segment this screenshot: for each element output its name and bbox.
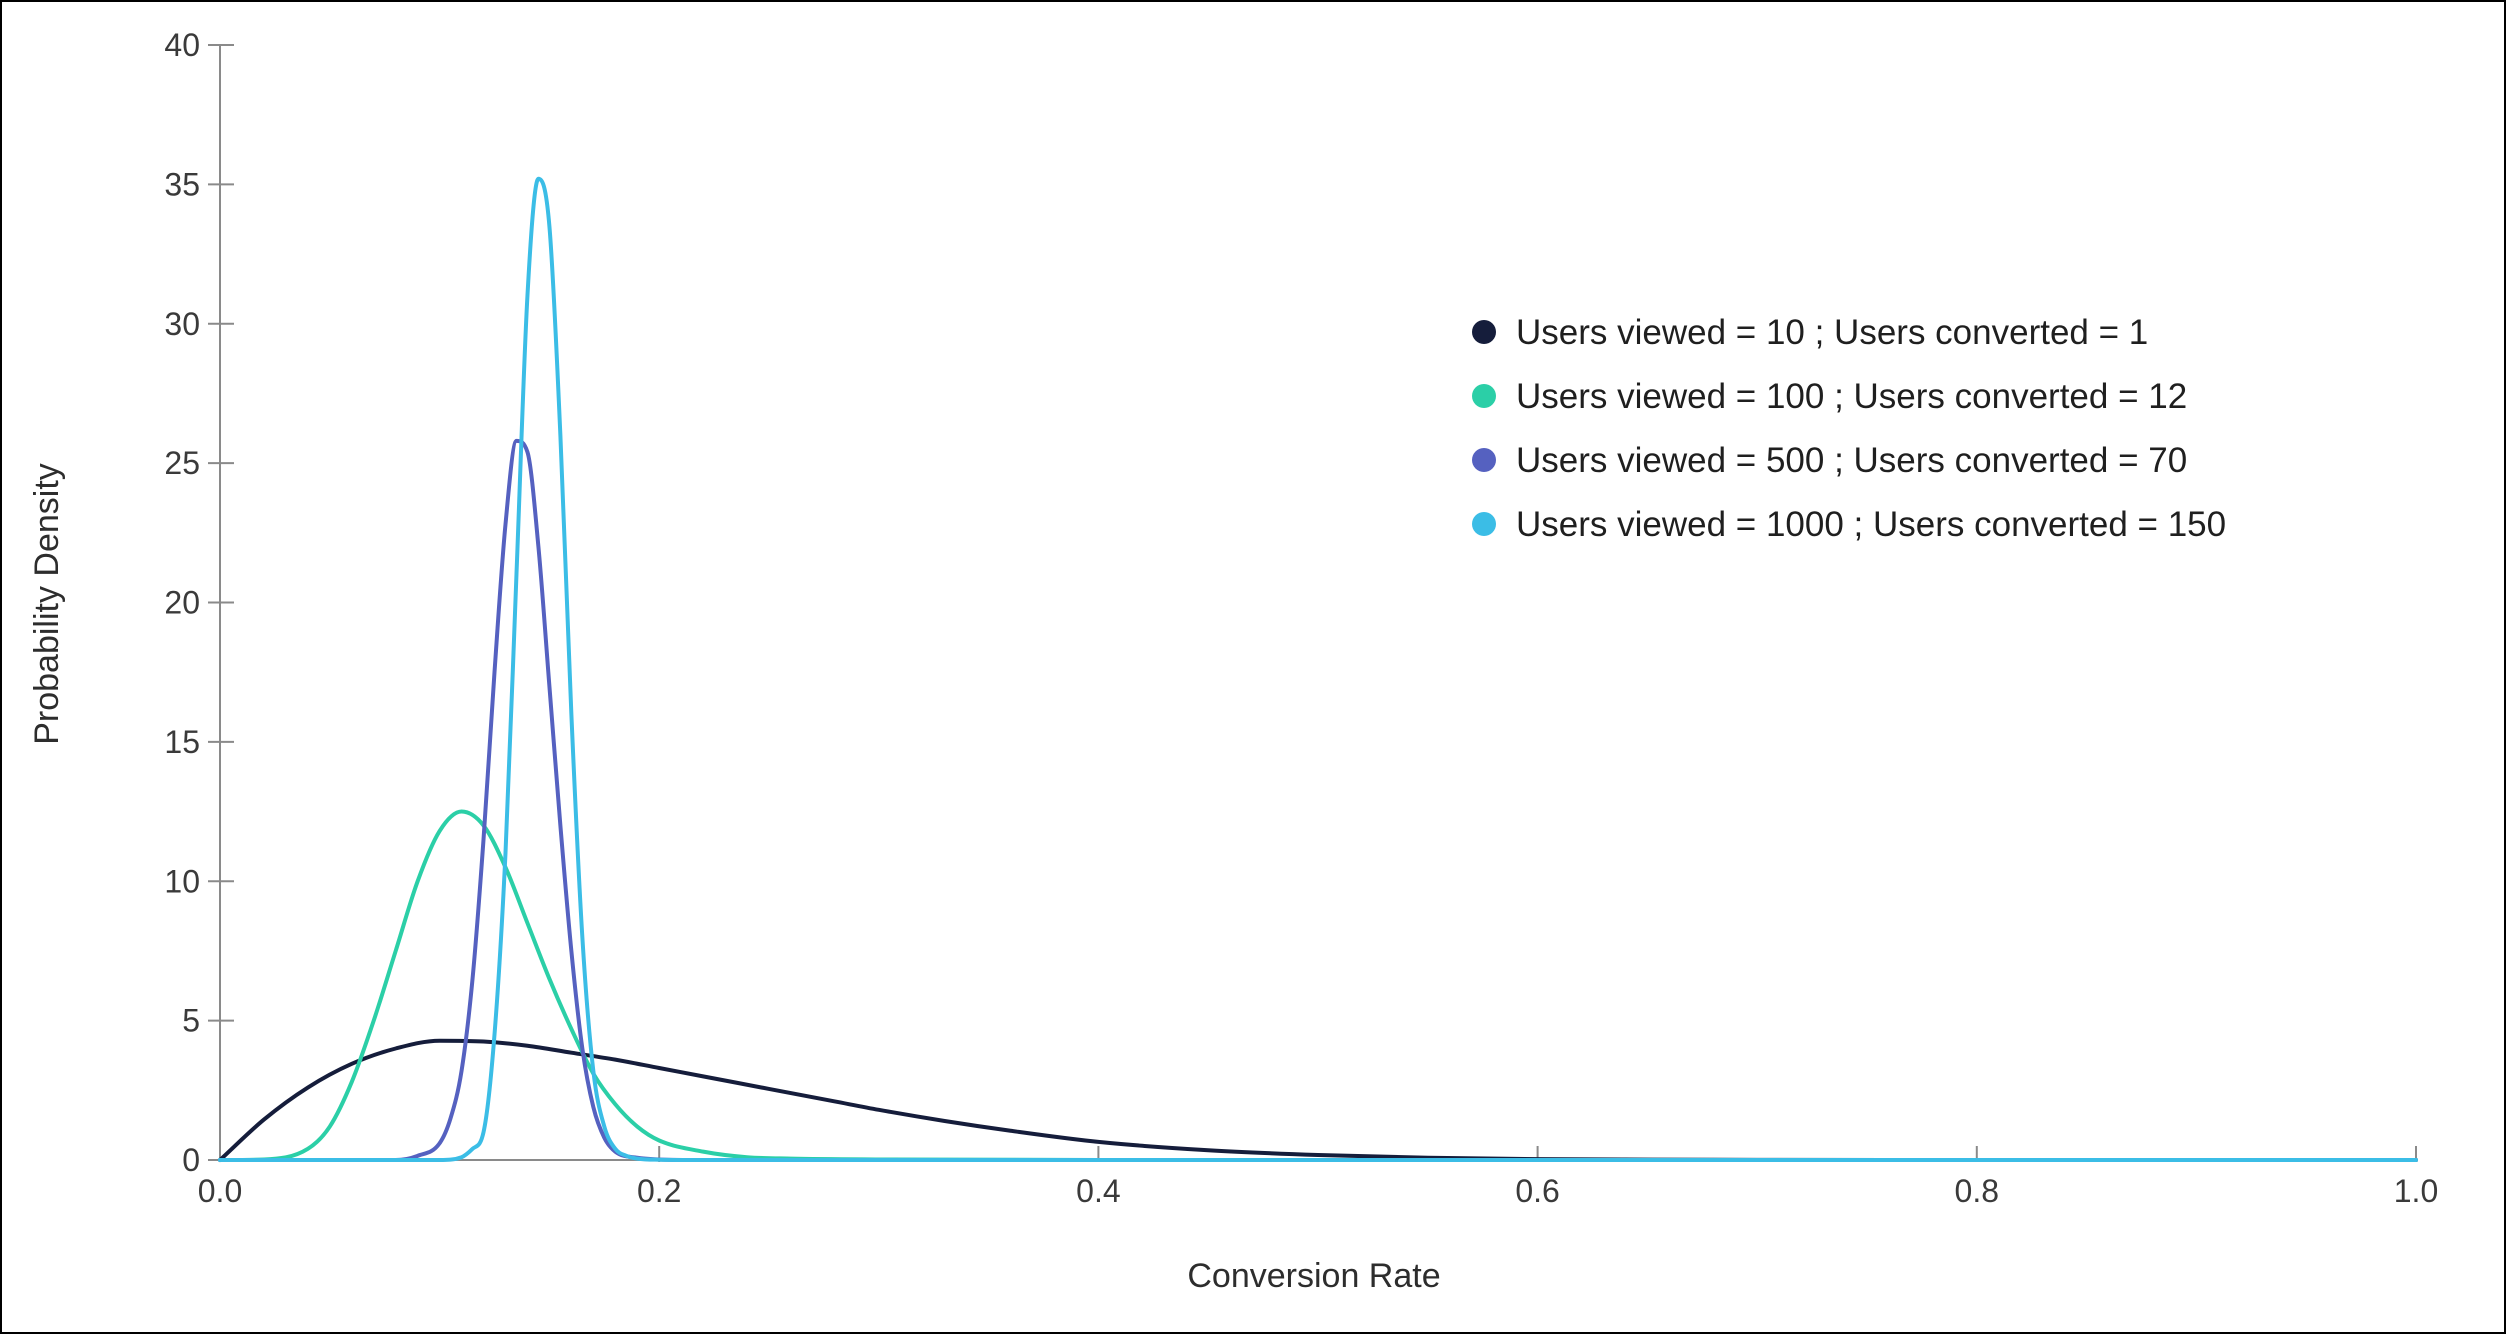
legend-label-3: Users viewed = 500 ; Users converted = 7… bbox=[1516, 441, 2187, 480]
legend-label-4: Users viewed = 1000 ; Users converted = … bbox=[1516, 505, 2226, 544]
x-tick-label: 1.0 bbox=[2394, 1173, 2438, 1209]
legend-marker-2 bbox=[1472, 384, 1496, 408]
legend-marker-3 bbox=[1472, 448, 1496, 472]
y-tick-label: 35 bbox=[164, 166, 200, 202]
series-line-3 bbox=[218, 438, 2418, 1163]
y-tick-label: 40 bbox=[164, 27, 200, 63]
series-line-1 bbox=[218, 1038, 2418, 1163]
axes: 0.0 0.2 0.4 0.6 0.8 1.0 0 5 10 15 20 25 30 35 40 bbox=[164, 27, 2438, 1209]
x-tick-label: 0.2 bbox=[637, 1173, 681, 1209]
x-tick-label: 0.0 bbox=[198, 1173, 242, 1209]
x-tick-label: 0.6 bbox=[1515, 1173, 1559, 1209]
y-tick-label: 30 bbox=[164, 306, 200, 342]
y-tick-label: 25 bbox=[164, 445, 200, 481]
x-axis-title: Conversion Rate bbox=[1187, 1257, 1440, 1295]
legend-marker-1 bbox=[1472, 320, 1496, 344]
series-layer bbox=[218, 176, 2418, 1163]
y-tick-label: 10 bbox=[164, 863, 200, 899]
y-tick-label: 20 bbox=[164, 585, 200, 621]
legend-marker-4 bbox=[1472, 512, 1496, 536]
series-line-4 bbox=[218, 176, 2418, 1163]
series-line-2 bbox=[218, 809, 2418, 1163]
x-tick-label: 0.4 bbox=[1076, 1173, 1120, 1209]
y-tick-label: 15 bbox=[164, 724, 200, 760]
legend-label-2: Users viewed = 100 ; Users converted = 1… bbox=[1516, 377, 2187, 416]
x-tick-label: 0.8 bbox=[1955, 1173, 1999, 1209]
legend-label-1: Users viewed = 10 ; Users converted = 1 bbox=[1516, 313, 2148, 352]
y-tick-label: 5 bbox=[182, 1003, 200, 1039]
y-axis-title: Probability Density bbox=[28, 463, 66, 745]
legend: Users viewed = 10 ; Users converted = 1 U… bbox=[1472, 313, 2226, 544]
y-tick-label: 0 bbox=[182, 1142, 200, 1178]
